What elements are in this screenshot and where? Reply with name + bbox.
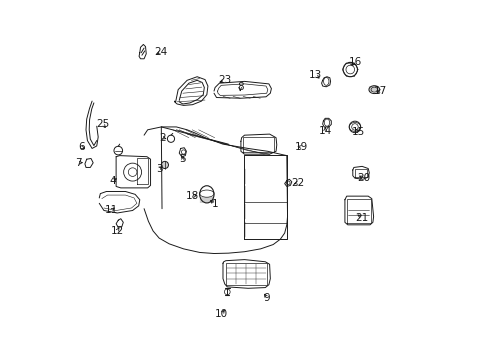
Text: 8: 8 [236, 82, 243, 93]
Text: 15: 15 [351, 127, 365, 136]
Text: 22: 22 [290, 178, 304, 188]
Text: 4: 4 [109, 176, 116, 186]
Text: 23: 23 [218, 75, 231, 85]
Text: 20: 20 [356, 173, 369, 183]
Text: 6: 6 [78, 142, 84, 152]
Text: 1: 1 [211, 199, 218, 210]
Text: 10: 10 [214, 310, 227, 319]
Text: 18: 18 [185, 191, 199, 201]
Text: 24: 24 [154, 46, 167, 57]
Text: 2: 2 [159, 133, 166, 143]
Text: 25: 25 [96, 120, 109, 129]
Text: 13: 13 [308, 70, 322, 80]
Text: 12: 12 [110, 226, 123, 236]
Text: 14: 14 [318, 126, 331, 135]
Text: 16: 16 [347, 57, 361, 67]
Text: 19: 19 [294, 142, 307, 152]
Text: 3: 3 [156, 163, 162, 174]
Text: 17: 17 [373, 86, 386, 96]
Text: 7: 7 [75, 158, 82, 168]
Text: 21: 21 [355, 213, 368, 222]
Text: 9: 9 [263, 293, 269, 303]
Text: 11: 11 [104, 206, 118, 216]
Text: 5: 5 [179, 154, 186, 164]
